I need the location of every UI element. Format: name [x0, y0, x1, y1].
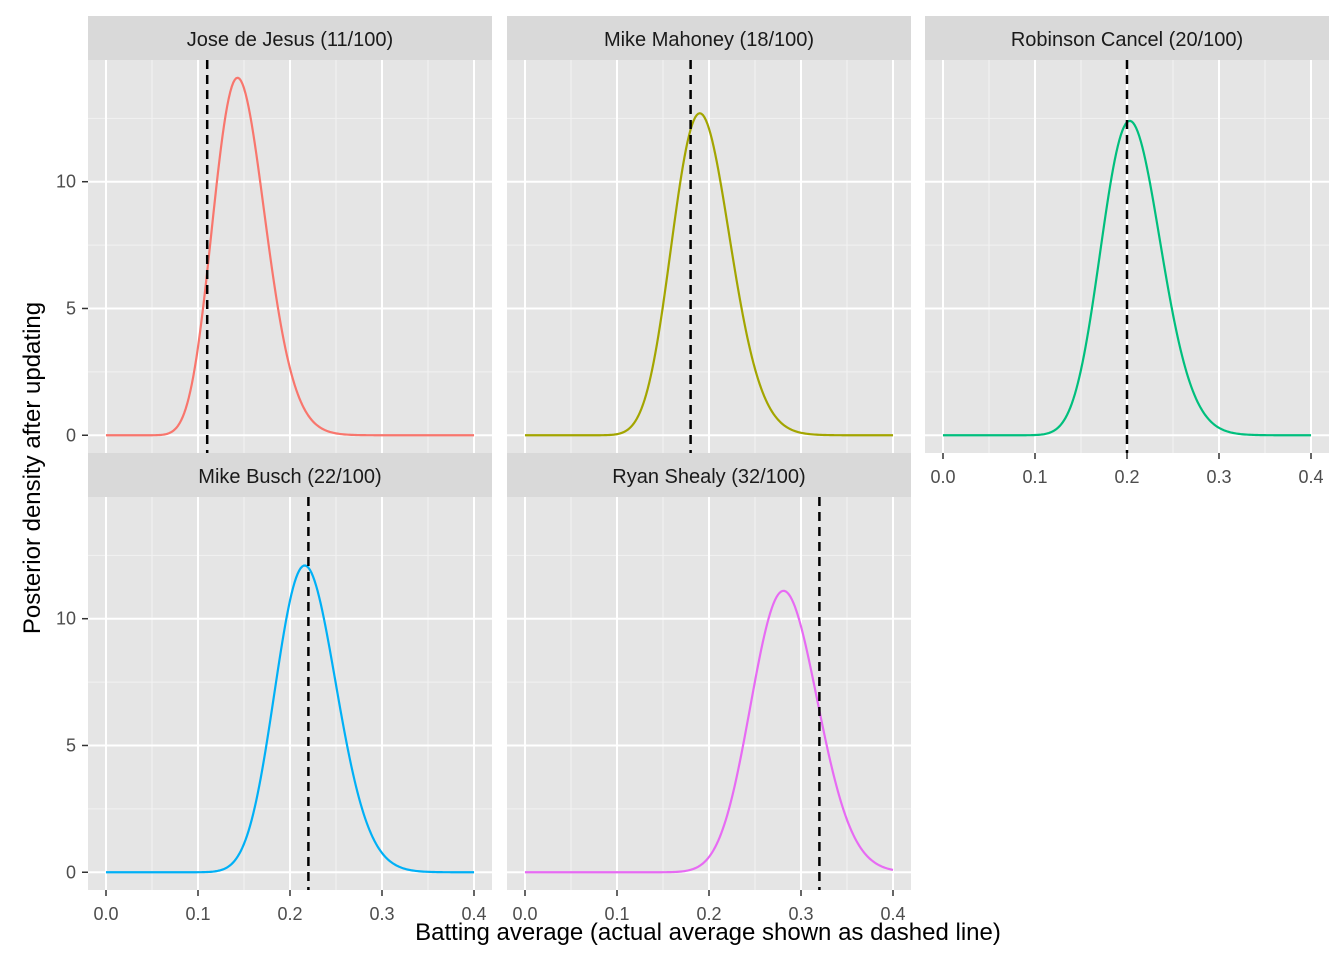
x-tick-label: 0.3: [1206, 467, 1231, 487]
x-tick-label: 0.4: [461, 904, 486, 924]
facet-strip-label: Ryan Shealy (32/100): [612, 466, 805, 488]
x-tick-label: 0.4: [1298, 467, 1323, 487]
x-tick-label: 0.2: [696, 904, 721, 924]
facet-panel: Robinson Cancel (20/100) 0.0 0.1 0.2 0.3 0.4: [925, 16, 1329, 487]
x-tick-label: 0.0: [93, 904, 118, 924]
y-tick-label: 0: [66, 862, 76, 882]
facet-strip: [507, 453, 911, 497]
posterior-density-curve: [106, 76, 474, 437]
facet-strip: [88, 453, 492, 497]
facet-panel: Mike Busch (22/100) 0.0 0.1 0.2 0.3 0.4 0 5 10: [56, 453, 492, 924]
y-tick-label: 5: [66, 298, 76, 318]
posterior-density-curve: [525, 112, 893, 437]
posterior-density-curve: [106, 564, 474, 874]
posterior-density-curve: [525, 589, 894, 874]
x-tick-label: 0.0: [512, 904, 537, 924]
y-tick-label: 10: [56, 172, 76, 192]
x-tick-label: 0.1: [604, 904, 629, 924]
x-tick-label: 0.1: [1022, 467, 1047, 487]
x-tick-label: 0.1: [185, 904, 210, 924]
facet-panel: Jose de Jesus (11/100) 0 5 10: [56, 16, 492, 453]
facet-strip: [925, 16, 1329, 60]
y-axis-title: Posterior density after updating: [19, 302, 46, 634]
x-axis-title: Batting average (actual average shown as…: [415, 919, 1001, 946]
facet-strip-label: Robinson Cancel (20/100): [1011, 29, 1243, 51]
x-tick-label: 0.0: [930, 467, 955, 487]
facet-strip-label: Mike Busch (22/100): [198, 466, 381, 488]
facet-strip-label: Jose de Jesus (11/100): [187, 29, 393, 51]
facet-panel: Ryan Shealy (32/100) 0.0 0.1 0.2 0.3 0.4: [507, 453, 911, 924]
x-tick-label: 0.4: [880, 904, 905, 924]
x-tick-label: 0.2: [277, 904, 302, 924]
x-tick-label: 0.2: [1114, 467, 1139, 487]
facet-strip: [507, 16, 911, 60]
y-tick-label: 0: [66, 425, 76, 445]
x-tick-label: 0.3: [788, 904, 813, 924]
facet-strip-label: Mike Mahoney (18/100): [604, 29, 814, 51]
facet-panel: Mike Mahoney (18/100): [507, 16, 911, 453]
y-tick-label: 10: [56, 609, 76, 629]
y-tick-label: 5: [66, 735, 76, 755]
x-tick-label: 0.3: [369, 904, 394, 924]
facet-strip: [88, 16, 492, 60]
